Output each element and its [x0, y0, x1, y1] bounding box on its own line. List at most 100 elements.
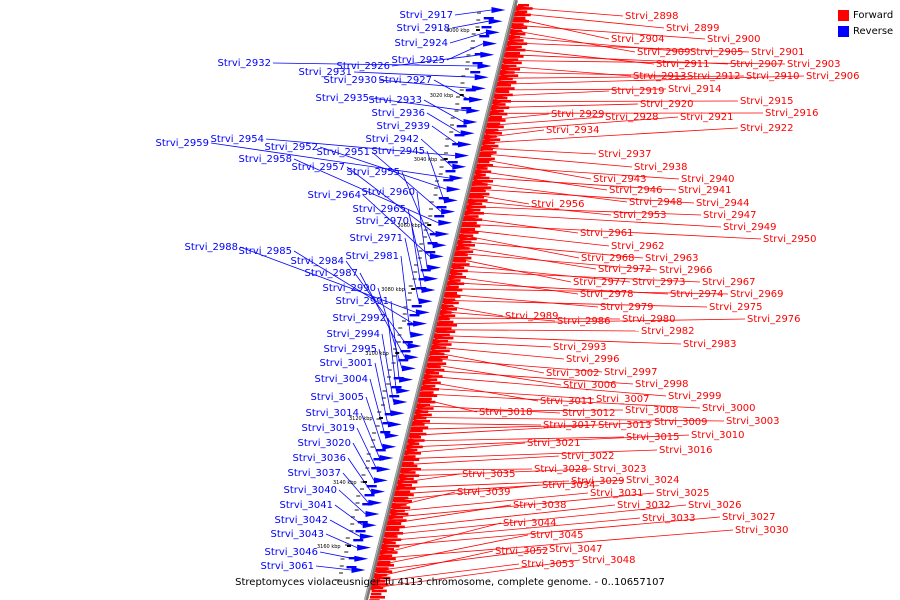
forward-feature: [504, 58, 519, 61]
forward-connector: [411, 449, 658, 459]
reverse-feature: [436, 206, 447, 209]
forward-gene-label: Strvi_3018: [479, 407, 533, 418]
track-tick: [470, 47, 475, 49]
forward-gene-label: Strvi_2907: [730, 59, 784, 70]
reverse-feature: [402, 341, 413, 344]
forward-feature: [406, 452, 421, 455]
track-tick: [440, 159, 445, 161]
forward-connector: [504, 75, 805, 85]
forward-feature: [442, 308, 457, 311]
forward-gene-label: Strvi_2962: [611, 241, 665, 252]
reverse-feature: [418, 278, 429, 281]
forward-gene-label: Strvi_2966: [659, 265, 713, 276]
forward-feature: [478, 160, 490, 164]
forward-feature: [429, 359, 443, 362]
reverse-swatch: [838, 26, 849, 37]
forward-connector: [502, 90, 610, 97]
scale-tick: [476, 29, 480, 31]
forward-feature: [501, 71, 515, 74]
forward-feature: [384, 538, 402, 541]
reverse-connector: [369, 378, 386, 436]
forward-connector: [468, 229, 610, 247]
track-tick: [408, 285, 413, 287]
forward-connector: [523, 7, 624, 17]
reverse-connector: [272, 62, 478, 67]
reverse-connector: [319, 146, 447, 190]
track-tick: [335, 579, 340, 581]
reverse-gene-label: Strvi_3019: [301, 423, 355, 434]
forward-feature: [398, 480, 418, 484]
reverse-gene-label: Strvi_2995: [323, 344, 377, 355]
map-caption: Streptomyces violaceusniger Tu 4113 chro…: [235, 577, 665, 588]
forward-feature: [436, 330, 456, 333]
reverse-connector: [426, 150, 445, 201]
reverse-gene-label: Strvi_3043: [270, 529, 324, 540]
strand-legend: Forward Reverse: [838, 8, 900, 40]
reverse-feature: [346, 566, 357, 569]
forward-feature: [483, 141, 495, 145]
reverse-feature: [474, 53, 485, 56]
forward-feature: [510, 32, 526, 36]
reverse-gene-label: Strvi_3042: [274, 515, 328, 526]
reverse-gene-label: Strvi_2936: [371, 108, 425, 119]
reverse-connector: [391, 54, 481, 67]
forward-connector: [427, 393, 701, 409]
forward-feature: [514, 20, 529, 23]
forward-feature: [451, 269, 468, 273]
track-tick: [454, 110, 459, 112]
forward-feature: [391, 509, 405, 513]
forward-feature: [434, 340, 448, 343]
forward-feature: [377, 567, 389, 570]
forward-gene-label: Strvi_2915: [740, 96, 794, 107]
forward-connector: [516, 36, 689, 53]
forward-connector: [396, 492, 655, 518]
track-tick: [392, 355, 397, 357]
forward-feature: [416, 410, 429, 413]
forward-connector: [459, 265, 631, 283]
forward-feature: [446, 292, 457, 295]
forward-connector: [446, 317, 621, 320]
forward-connector: [484, 165, 680, 180]
forward-feature: [375, 573, 387, 577]
forward-gene-label: Strvi_2975: [709, 302, 763, 313]
forward-gene-label: Strvi_2978: [580, 289, 634, 300]
forward-gene-label: Strvi_3024: [626, 475, 680, 486]
reverse-gene-arrow: [477, 63, 492, 69]
forward-swatch: [838, 10, 849, 21]
reverse-gene-label: Strvi_3020: [297, 438, 351, 449]
reverse-gene-label: Strvi_2951: [316, 147, 370, 158]
forward-feature: [406, 448, 418, 452]
legend-forward: Forward: [838, 8, 900, 23]
reverse-connector: [345, 260, 408, 347]
forward-connector: [393, 504, 616, 530]
forward-connector: [475, 200, 612, 216]
forward-feature: [382, 548, 394, 551]
forward-feature: [496, 90, 510, 93]
forward-feature: [407, 445, 423, 449]
reverse-gene-arrow: [357, 544, 372, 551]
reverse-gene-label: Strvi_3046: [264, 547, 318, 558]
forward-gene-label: Strvi_2900: [707, 34, 761, 45]
forward-feature: [374, 576, 391, 580]
forward-feature: [462, 228, 475, 231]
reverse-gene-label: Strvi_3001: [319, 358, 373, 369]
forward-feature: [438, 324, 457, 327]
forward-feature: [469, 199, 488, 202]
forward-gene-label: Strvi_3030: [735, 525, 789, 536]
track-tick: [366, 460, 370, 462]
reverse-connector: [401, 171, 434, 246]
forward-feature: [427, 365, 441, 369]
forward-feature: [395, 493, 414, 497]
forward-connector: [507, 71, 686, 77]
forward-feature: [398, 484, 412, 487]
forward-gene-label: Strvi_3044: [503, 518, 557, 529]
track-tick: [456, 96, 460, 98]
forward-connector: [417, 421, 653, 436]
forward-connector: [518, 31, 636, 53]
forward-connector: [408, 468, 533, 471]
forward-feature: [486, 128, 499, 132]
track-tick: [423, 229, 428, 231]
forward-feature: [502, 68, 520, 71]
forward-feature: [474, 180, 493, 183]
